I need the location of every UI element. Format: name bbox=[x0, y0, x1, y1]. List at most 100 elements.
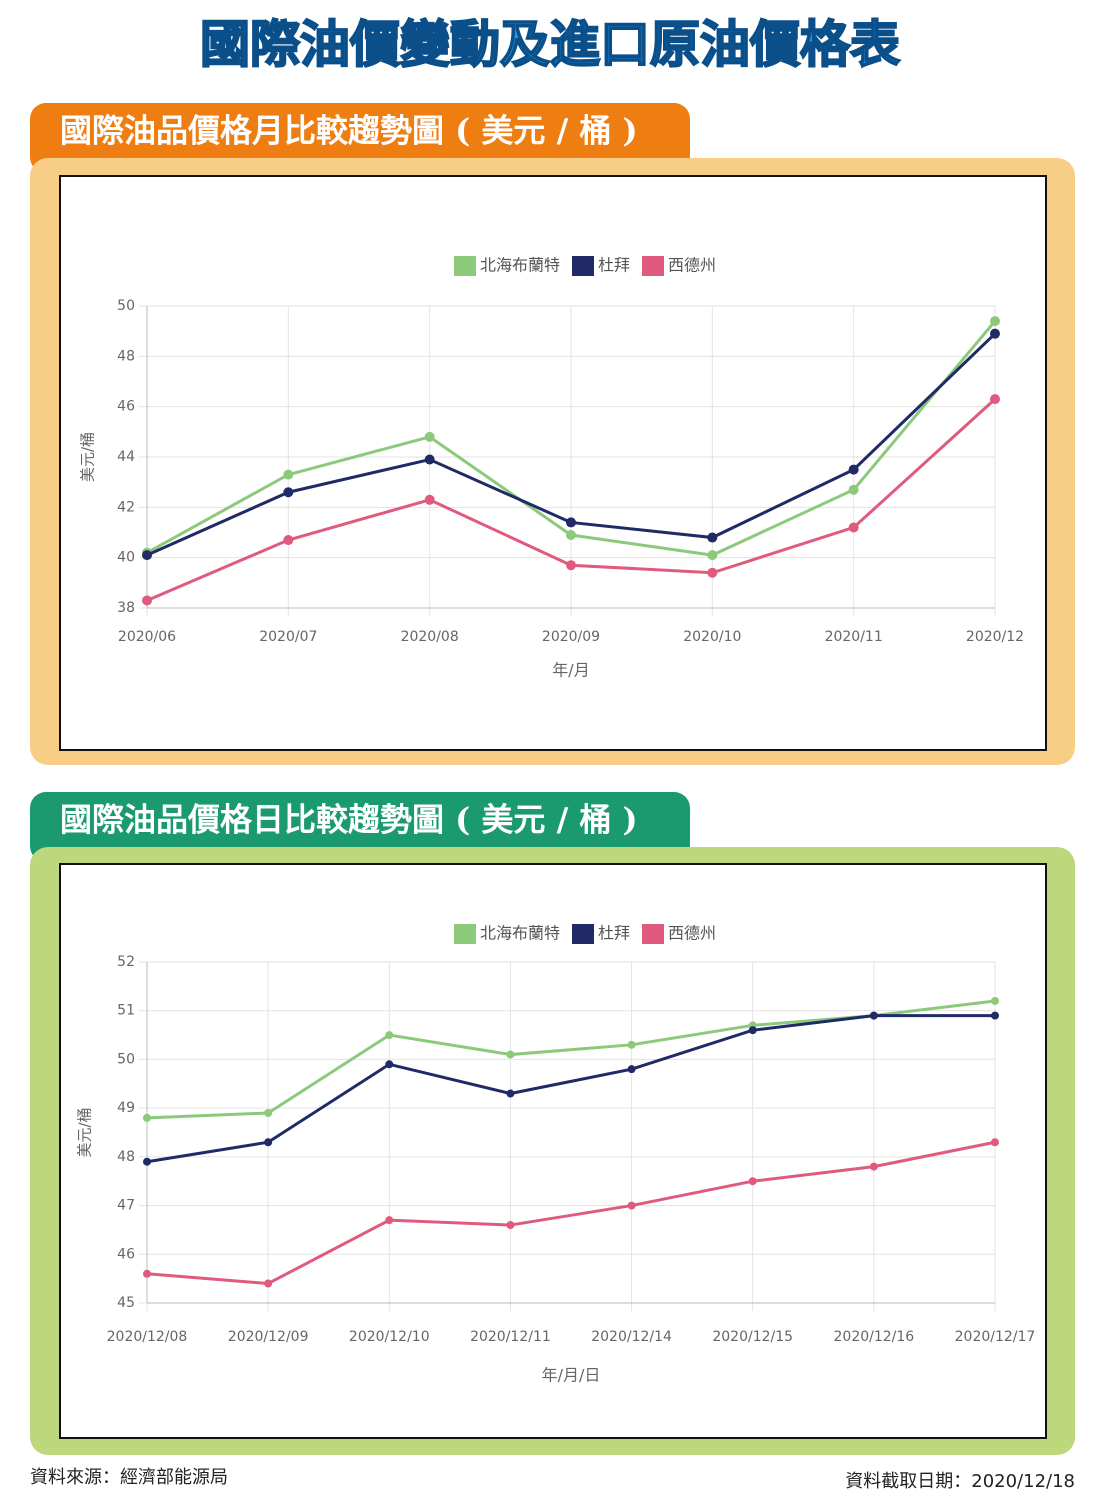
x-tick-label: 2020/12/17 bbox=[955, 1329, 1036, 1345]
data-point bbox=[283, 535, 294, 546]
data-point bbox=[264, 1279, 273, 1288]
y-tick-label: 45 bbox=[117, 1295, 135, 1311]
chart-frame bbox=[59, 863, 1047, 1439]
data-point bbox=[848, 464, 859, 475]
legend-label: 北海布蘭特 bbox=[480, 256, 560, 275]
y-tick-label: 40 bbox=[117, 550, 135, 566]
date: 資料截取日期：2020/12/18 bbox=[845, 1471, 1075, 1492]
data-point bbox=[143, 1113, 151, 1122]
y-tick-label: 48 bbox=[117, 348, 135, 364]
data-point bbox=[990, 316, 1000, 327]
y-axis-title: 美元/桶 bbox=[76, 1107, 94, 1157]
data-point bbox=[385, 1060, 394, 1069]
data-point bbox=[707, 550, 718, 561]
data-point bbox=[990, 394, 1000, 405]
data-point bbox=[385, 1031, 394, 1040]
data-point bbox=[991, 996, 999, 1005]
legend-swatch bbox=[454, 256, 476, 276]
legend-swatch bbox=[454, 924, 476, 944]
y-tick-label: 48 bbox=[117, 1149, 135, 1165]
x-axis-title: 年/月 bbox=[552, 661, 589, 680]
data-point bbox=[848, 484, 859, 495]
section-title: 國際油品價格月比較趨勢圖 ( 美元 / 桶 ) bbox=[60, 112, 638, 150]
data-point bbox=[566, 530, 576, 541]
legend-label: 杜拜 bbox=[598, 256, 630, 275]
data-point bbox=[385, 1216, 394, 1225]
source: 資料來源：經濟部能源局 bbox=[30, 1467, 228, 1488]
x-axis-title: 年/月/日 bbox=[542, 1366, 601, 1385]
series-line bbox=[146, 1140, 996, 1286]
section-tab bbox=[30, 103, 690, 173]
y-tick-label: 38 bbox=[117, 600, 135, 616]
data-point bbox=[748, 1177, 757, 1186]
x-tick-label: 2020/08 bbox=[401, 629, 459, 645]
data-point bbox=[627, 1201, 636, 1210]
data-point bbox=[264, 1138, 273, 1147]
data-point bbox=[627, 1040, 636, 1049]
data-point bbox=[506, 1221, 515, 1230]
data-point bbox=[143, 1269, 151, 1278]
y-tick-label: 49 bbox=[117, 1100, 135, 1116]
x-tick-label: 2020/12/11 bbox=[470, 1329, 551, 1345]
x-tick-label: 2020/12/10 bbox=[349, 1329, 430, 1345]
legend-label: 北海布蘭特 bbox=[480, 924, 560, 943]
x-tick-label: 2020/11 bbox=[825, 629, 883, 645]
x-tick-label: 2020/12/08 bbox=[107, 1329, 188, 1345]
y-tick-label: 44 bbox=[117, 449, 135, 465]
data-point bbox=[869, 1162, 878, 1171]
x-tick-label: 2020/12/14 bbox=[591, 1329, 672, 1345]
section-title: 國際油品價格日比較趨勢圖 ( 美元 / 桶 ) bbox=[60, 801, 638, 839]
data-point bbox=[990, 328, 1000, 339]
legend-swatch bbox=[642, 924, 664, 944]
x-tick-label: 2020/09 bbox=[542, 629, 600, 645]
y-axis-title: 美元/桶 bbox=[79, 432, 97, 482]
data-point bbox=[283, 487, 294, 498]
data-point bbox=[869, 1011, 878, 1020]
x-tick-label: 2020/07 bbox=[259, 629, 317, 645]
y-tick-label: 46 bbox=[117, 1246, 135, 1262]
data-point bbox=[991, 1011, 999, 1020]
x-tick-label: 2020/06 bbox=[118, 629, 176, 645]
data-point bbox=[566, 517, 576, 528]
legend-swatch bbox=[572, 924, 594, 944]
data-point bbox=[143, 1157, 151, 1166]
chart-frame bbox=[59, 175, 1047, 751]
data-point bbox=[142, 595, 152, 606]
data-point bbox=[848, 522, 859, 533]
section-tab bbox=[30, 792, 690, 862]
data-point bbox=[707, 532, 718, 543]
x-tick-label: 2020/12/15 bbox=[712, 1329, 793, 1345]
y-tick-label: 42 bbox=[117, 499, 135, 515]
data-point bbox=[707, 567, 718, 578]
x-tick-label: 2020/12/16 bbox=[834, 1329, 915, 1345]
data-point bbox=[627, 1065, 636, 1074]
y-tick-label: 51 bbox=[117, 1003, 135, 1019]
data-point bbox=[506, 1050, 515, 1059]
data-point bbox=[991, 1138, 999, 1147]
data-point bbox=[566, 560, 576, 571]
data-point bbox=[424, 431, 435, 442]
x-tick-label: 2020/10 bbox=[683, 629, 741, 645]
series-line bbox=[146, 1014, 995, 1164]
data-point bbox=[264, 1109, 273, 1118]
data-point bbox=[283, 469, 294, 480]
data-point bbox=[424, 454, 435, 465]
main-title: 國際油價變動及進口原油價格表 bbox=[200, 16, 900, 74]
legend-label: 杜拜 bbox=[598, 924, 630, 943]
data-point bbox=[748, 1026, 757, 1035]
y-tick-label: 52 bbox=[117, 954, 135, 970]
x-tick-label: 2020/12/09 bbox=[228, 1329, 309, 1345]
y-tick-label: 50 bbox=[117, 1051, 135, 1067]
y-tick-label: 46 bbox=[117, 399, 135, 415]
y-tick-label: 47 bbox=[117, 1198, 135, 1214]
data-point bbox=[142, 550, 152, 561]
legend-label: 西德州 bbox=[668, 256, 716, 275]
legend-swatch bbox=[642, 256, 664, 276]
data-point bbox=[506, 1089, 515, 1098]
x-tick-label: 2020/12 bbox=[966, 629, 1024, 645]
legend-swatch bbox=[572, 256, 594, 276]
data-point bbox=[424, 494, 435, 505]
legend-label: 西德州 bbox=[668, 924, 716, 943]
y-tick-label: 50 bbox=[117, 298, 135, 314]
